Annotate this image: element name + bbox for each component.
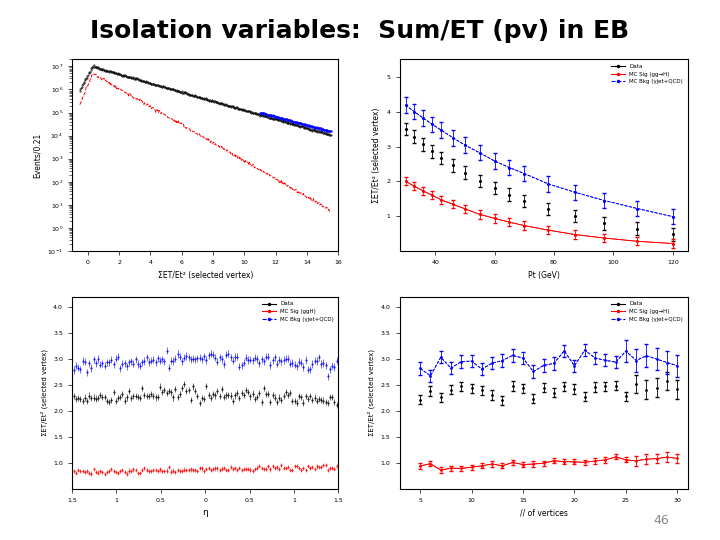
Y-axis label: ΣET/Et² (selected vertex): ΣET/Et² (selected vertex) [40,349,48,436]
Legend: Data, MC Sig (gg→H), MC Bkg (γjet+QCD): Data, MC Sig (gg→H), MC Bkg (γjet+QCD) [609,300,685,323]
X-axis label: η: η [202,508,208,517]
Legend: Data, MC Sig (ggH), MC Bkg (γjet+QCD): Data, MC Sig (ggH), MC Bkg (γjet+QCD) [260,300,336,323]
Y-axis label: ΣET/Et² (selected vertex): ΣET/Et² (selected vertex) [372,107,381,203]
X-axis label: Pt (GeV): Pt (GeV) [528,271,559,280]
Text: 46: 46 [654,514,670,526]
Text: Isolation variables:  Sum/ET (pv) in EB: Isolation variables: Sum/ET (pv) in EB [91,19,629,43]
X-axis label: // of vertices: // of vertices [520,508,567,517]
X-axis label: ΣET/Et² (selected vertex): ΣET/Et² (selected vertex) [158,271,253,280]
Y-axis label: ΣET/Et² (selected vertex): ΣET/Et² (selected vertex) [368,349,375,436]
Y-axis label: Events/0.21: Events/0.21 [32,133,41,178]
Legend: Data, MC Sig (gg→H), MC Bkg (γjet+QCD): Data, MC Sig (gg→H), MC Bkg (γjet+QCD) [609,62,685,86]
